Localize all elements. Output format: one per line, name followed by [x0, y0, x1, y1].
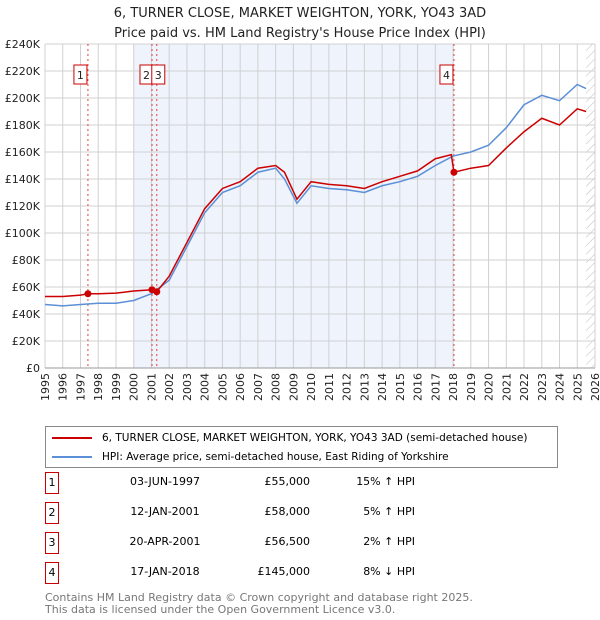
- x-tick-label: 2019: [465, 373, 478, 401]
- x-tick-label: 2010: [305, 373, 318, 401]
- x-tick-label: 2017: [429, 373, 442, 401]
- sale-date: 12-JAN-2001: [130, 505, 200, 518]
- footer: Contains HM Land Registry data © Crown c…: [45, 592, 473, 616]
- y-tick-label: £140K: [5, 173, 41, 186]
- legend-label: HPI: Average price, semi-detached house,…: [102, 451, 449, 463]
- footer-line: Contains HM Land Registry data © Crown c…: [45, 591, 473, 604]
- sale-row: 2 12-JAN-2001 £58,000 5% ↑ HPI: [45, 502, 545, 524]
- sale-hpi-diff: 2% ↑ HPI: [363, 535, 415, 548]
- sale-number-badge: 1: [45, 472, 59, 494]
- sale-row: 1 03-JUN-1997 £55,000 15% ↑ HPI: [45, 472, 545, 494]
- y-tick-label: £120K: [5, 200, 41, 213]
- x-tick-label: 2013: [358, 373, 371, 401]
- legend-swatch-red: [52, 437, 92, 439]
- sale-date: 20-APR-2001: [129, 535, 201, 548]
- x-tick-label: 2002: [163, 373, 176, 401]
- x-tick-label: 2022: [518, 373, 531, 401]
- x-tick-label: 2012: [341, 373, 354, 401]
- sale-price: £58,000: [264, 505, 311, 518]
- sale-label: 2: [143, 69, 150, 82]
- sale-price: £145,000: [257, 565, 311, 578]
- y-tick-label: £100K: [5, 227, 41, 240]
- x-tick-label: 2018: [447, 373, 460, 401]
- x-tick-label: 2015: [394, 373, 407, 401]
- sale-price: £56,500: [264, 535, 311, 548]
- sale-number-badge: 2: [45, 502, 59, 524]
- x-tick-label: 2009: [287, 373, 300, 401]
- sale-label-box: [151, 64, 166, 85]
- x-tick-label: 2001: [145, 373, 158, 401]
- legend-item-hpi: HPI: Average price, semi-detached house,…: [52, 448, 449, 466]
- x-tick-label: 2011: [323, 373, 336, 401]
- y-tick-label: £220K: [5, 65, 41, 78]
- sale-hpi-diff: 5% ↑ HPI: [363, 505, 415, 518]
- x-tick-label: 2016: [412, 373, 425, 401]
- x-tick-label: 2020: [483, 373, 496, 401]
- x-tick-label: 1998: [92, 373, 105, 401]
- x-tick-label: 2021: [500, 373, 513, 401]
- sale-number-badge: 4: [45, 562, 59, 584]
- legend-item-property: 6, TURNER CLOSE, MARKET WEIGHTON, YORK, …: [52, 429, 527, 447]
- y-tick-label: £160K: [5, 146, 41, 159]
- footer-line: This data is licensed under the Open Gov…: [45, 603, 396, 616]
- x-tick-label: 2025: [571, 373, 584, 401]
- x-tick-label: 1999: [110, 373, 123, 401]
- x-tick-label: 2014: [376, 373, 389, 401]
- x-tick-label: 2005: [216, 373, 229, 401]
- sale-price: £55,000: [264, 475, 311, 488]
- y-tick-label: £240K: [5, 38, 41, 51]
- subtitle-line: Price paid vs. HM Land Registry's House …: [114, 26, 486, 41]
- sale-row: 3 20-APR-2001 £56,500 2% ↑ HPI: [45, 532, 545, 554]
- sale-row: 4 17-JAN-2018 £145,000 8% ↓ HPI: [45, 562, 545, 584]
- sale-label: 3: [155, 69, 162, 82]
- sale-label-box: [73, 64, 88, 85]
- x-tick-label: 2008: [270, 373, 283, 401]
- x-tick-label: 2026: [589, 373, 600, 401]
- x-tick-label: 2006: [234, 373, 247, 401]
- chart-title: 6, TURNER CLOSE, MARKET WEIGHTON, YORK, …: [0, 4, 600, 44]
- y-tick-label: £20K: [12, 335, 41, 348]
- legend: 6, TURNER CLOSE, MARKET WEIGHTON, YORK, …: [45, 426, 558, 468]
- x-tick-label: 2003: [181, 373, 194, 401]
- sale-point: [153, 288, 161, 296]
- legend-label: 6, TURNER CLOSE, MARKET WEIGHTON, YORK, …: [102, 432, 528, 444]
- x-tick-label: 1995: [39, 373, 52, 401]
- sale-label: 1: [77, 69, 84, 82]
- series-line-property: [45, 107, 587, 298]
- y-tick-label: £60K: [12, 281, 41, 294]
- x-tick-label: 2004: [199, 373, 212, 401]
- sale-date: 03-JUN-1997: [129, 475, 201, 488]
- y-tick-label: £0: [26, 362, 40, 375]
- title-line: 6, TURNER CLOSE, MARKET WEIGHTON, YORK, …: [113, 6, 487, 21]
- sale-hpi-diff: 15% ↑ HPI: [356, 475, 415, 488]
- sale-number-badge: 3: [45, 532, 59, 554]
- x-tick-label: 1996: [57, 373, 70, 401]
- price-chart: £0 £20K £40K £60K £80K £100K £120K £140K £160K £1…: [5, 38, 600, 401]
- x-tick-label: 2023: [536, 373, 549, 401]
- x-tick-label: 2000: [128, 373, 141, 401]
- y-tick-label: £180K: [5, 119, 41, 132]
- sale-hpi-diff: 8% ↓ HPI: [363, 565, 415, 578]
- x-tick-label: 1997: [74, 373, 87, 401]
- x-tick-label: 2007: [252, 373, 265, 401]
- sale-point: [450, 168, 458, 176]
- sale-point: [84, 290, 92, 298]
- sale-label-box: [439, 64, 454, 85]
- y-tick-label: £40K: [12, 308, 41, 321]
- y-tick-label: £80K: [12, 254, 41, 267]
- sale-date: 17-JAN-2018: [130, 565, 200, 578]
- sale-label: 4: [443, 69, 450, 82]
- series-line-hpi: [44, 83, 587, 307]
- y-tick-label: £200K: [5, 92, 41, 105]
- x-tick-label: 2024: [554, 373, 567, 401]
- legend-swatch-blue: [52, 456, 92, 458]
